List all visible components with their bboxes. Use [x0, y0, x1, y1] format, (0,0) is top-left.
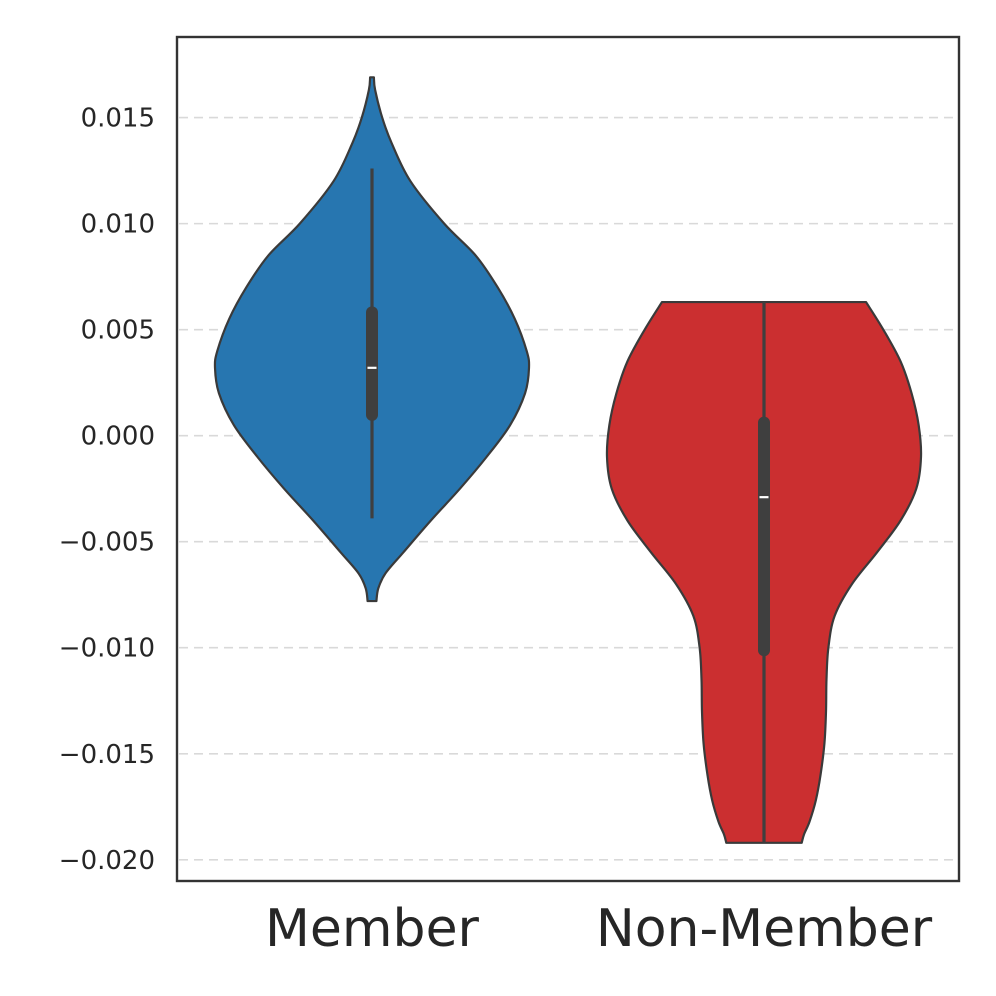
y-tick-label: −0.005: [59, 528, 155, 558]
y-tick-label: −0.015: [59, 740, 155, 770]
violins: [213, 76, 923, 844]
y-tick-label: 0.010: [81, 210, 155, 240]
y-tick-labels: 0.015 0.010 0.005 0.000 −0.005 −0.010 −0.015 −0…: [59, 104, 155, 876]
y-tick-label: −0.020: [59, 846, 155, 876]
iqr-box-non-member: [758, 416, 770, 657]
x-category-labels: Member Non-Member: [265, 899, 933, 959]
iqr-box-member: [366, 306, 378, 421]
y-tick-label: 0.015: [81, 104, 155, 134]
y-tick-label: 0.005: [81, 316, 155, 346]
plot-frame: [175, 35, 961, 883]
x-category-label: Non-Member: [596, 899, 933, 959]
y-tick-label: 0.000: [81, 422, 155, 452]
y-tick-label: −0.010: [59, 634, 155, 664]
x-category-label: Member: [265, 899, 480, 959]
inner-boxplots: [366, 168, 770, 843]
